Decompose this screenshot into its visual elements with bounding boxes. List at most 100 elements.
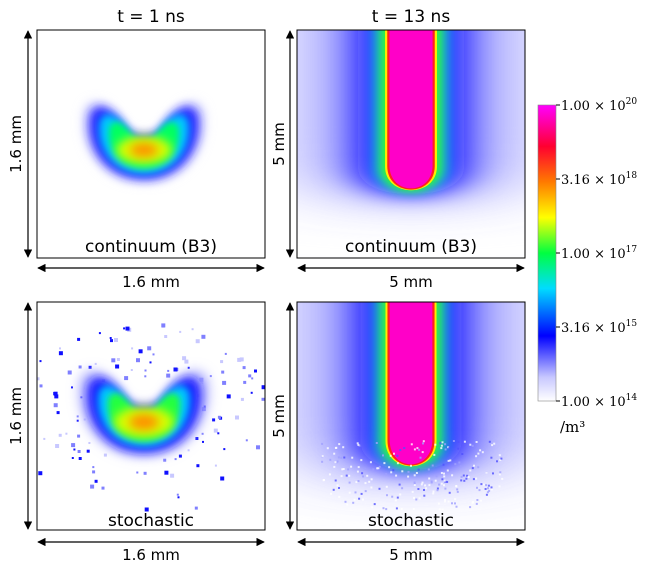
speckle-pixel [416,447,419,450]
speckle-pixel [144,369,147,372]
panel-frame-2 [296,29,526,259]
speckle-pixel [326,447,329,450]
speckle-pixel [454,502,456,505]
speckle-pixel [459,465,462,468]
speckle-pixel [328,473,331,476]
speckle-pixel [428,477,431,480]
speckle-pixel [440,444,443,447]
speckle-pixel [434,443,437,446]
speckle-pixel [447,446,450,449]
speckle-pixel [490,456,493,459]
speckle-pixel [214,464,217,467]
speckle-pixel [395,474,398,477]
speckle-pixel [488,440,491,443]
speckle-pixel [461,453,464,455]
speckle-pixel [235,415,239,420]
panel-stochastic-t13 [297,302,525,530]
speckle-pixel [479,449,482,452]
speckle-pixel [491,444,494,447]
speckle-pixel [475,477,478,480]
speckle-pixel [488,489,491,492]
speckle-pixel [59,347,61,350]
colorbar-gradient [538,105,556,401]
speckle-pixel [149,361,152,364]
speckle-pixel [340,475,343,478]
speckle-pixel [348,481,351,484]
speckle-pixel [338,487,340,489]
speckle-pixel [440,482,443,485]
speckle-pixel [115,364,120,369]
speckle-pixel [443,500,446,503]
speckle-pixel [334,479,337,482]
speckle-pixel [475,441,478,443]
speckle-pixel [101,486,105,490]
speckle-pixel [337,456,340,459]
speckle-pixel [476,486,478,489]
speckle-pixel [226,394,231,399]
speckle-pixel [43,437,46,440]
speckle-pixel [358,497,361,500]
speckle-pixel [490,486,493,489]
speckle-pixel [477,452,480,455]
speckle-pixel [336,460,339,463]
speckle-pixel [250,391,253,394]
speckle-pixel [421,451,424,454]
speckle-pixel [187,366,190,369]
speckle-pixel [355,481,358,484]
speckle-pixel [55,444,60,448]
speckle-pixel [471,444,474,447]
scale-label-vertical-4: 5 mm [270,394,288,438]
speckle-pixel [376,467,379,470]
speckle-pixel [427,468,430,471]
speckle-pixel [164,335,168,338]
speckle-pixel [443,472,445,475]
speckle-pixel [39,360,42,363]
speckle-pixel [209,375,212,378]
speckle-pixel [242,366,246,370]
speckle-pixel [345,474,348,477]
speckle-pixel [400,508,403,510]
speckle-pixel [413,484,416,486]
speckle-pixel [71,443,76,448]
scale-label-vertical-2: 5 mm [270,122,288,166]
speckle-pixel [221,370,225,374]
speckle-pixel [343,456,346,459]
speckle-pixel [385,473,388,476]
speckle-pixel [480,483,483,486]
speckle-pixel [433,453,436,456]
panel-frame-3 [36,301,266,531]
speckle-pixel [109,337,112,339]
speckle-pixel [373,503,376,506]
speckle-pixel [401,470,404,473]
panel-frame-4 [296,301,526,531]
speckle-pixel [201,334,206,339]
panel-frame-1 [36,29,266,259]
panel-continuum-t13 [297,30,525,258]
speckle-pixel [410,443,413,446]
speckle-pixel [178,454,182,458]
speckle-pixel [329,458,332,461]
speckle-pixel [444,448,447,451]
speckle-pixel [370,486,373,489]
speckle-pixel [194,506,198,510]
speckle-pixel [143,471,147,475]
speckle-pixel [398,483,401,486]
speckle-pixel [177,496,180,499]
speckle-pixel [350,465,353,468]
speckle-pixel [484,488,487,490]
speckle-pixel [338,495,341,498]
speckle-pixel [452,440,455,442]
speckle-pixel [356,442,359,445]
speckle-pixel [389,454,392,457]
speckle-pixel [136,358,140,363]
speckle-pixel [336,484,339,487]
speckle-pixel [321,442,324,445]
speckle-pixel [425,487,428,490]
speckle-pixel [456,488,459,491]
speckle-pixel [321,460,324,463]
speckle-pixel [372,468,375,471]
speckle-pixel [321,455,324,458]
speckle-pixel [472,478,475,481]
speckle-pixel [364,482,367,485]
